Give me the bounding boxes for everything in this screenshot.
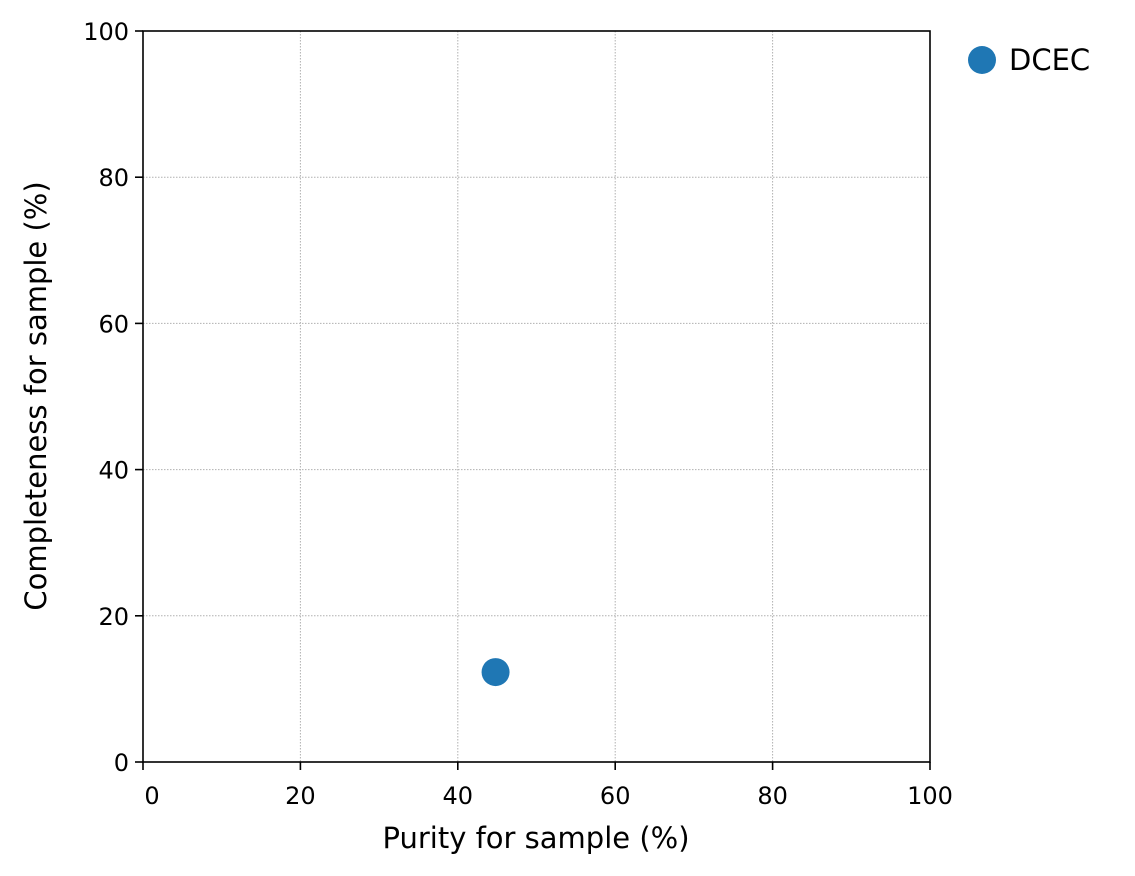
data-point [481,658,510,687]
y-tick-label: 20 [98,603,129,631]
legend-label-dcec: DCEC [1009,43,1090,77]
y-tick-label: 0 [114,749,129,777]
y-axis-label: Completeness for sample (%) [19,181,53,610]
y-tick-label: 100 [83,18,129,46]
axis-ticks: 0 20 40 60 80 100 0 20 40 60 80 100 [83,18,953,810]
x-tick-label: 100 [907,782,953,810]
x-axis-label: Purity for sample (%) [382,821,689,855]
plot-frame [142,30,931,763]
x-tick-label: 80 [757,782,788,810]
x-tick-label: 0 [144,782,159,810]
y-tick-label: 40 [98,457,129,485]
legend-marker-dcec [968,46,996,74]
y-tick-label: 60 [98,310,129,338]
legend: DCEC [968,43,1090,77]
x-tick-label: 40 [443,782,474,810]
x-tick-label: 20 [285,782,316,810]
data-points [481,658,510,687]
y-tick-label: 80 [98,164,129,192]
x-tick-label: 60 [600,782,631,810]
grid-lines [143,31,930,762]
